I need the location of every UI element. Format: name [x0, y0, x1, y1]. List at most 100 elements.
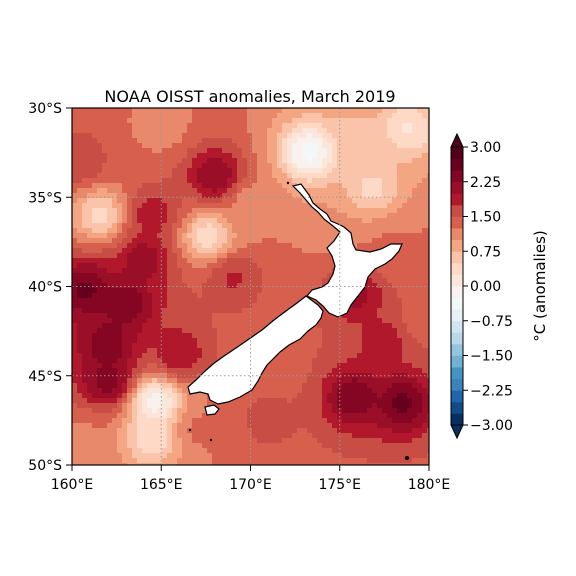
anomaly-cell [262, 278, 268, 284]
anomaly-cell [272, 293, 278, 299]
anomaly-cell [277, 133, 283, 139]
anomaly-cell [232, 163, 238, 169]
anomaly-cell [262, 433, 268, 439]
anomaly-cell [312, 283, 318, 289]
anomaly-cell [392, 168, 398, 174]
anomaly-cell [327, 153, 333, 159]
anomaly-cell [422, 128, 428, 134]
anomaly-cell [357, 353, 363, 359]
anomaly-cell [392, 283, 398, 289]
anomaly-cell [392, 183, 398, 189]
anomaly-cell [377, 383, 383, 389]
anomaly-cell [242, 228, 248, 234]
anomaly-cell [137, 413, 143, 419]
anomaly-cell [427, 223, 429, 229]
anomaly-cell [152, 223, 158, 229]
anomaly-cell [152, 273, 158, 279]
anomaly-cell [322, 348, 328, 354]
anomaly-cell [302, 433, 308, 439]
anomaly-cell [262, 158, 268, 164]
anomaly-cell [237, 143, 243, 149]
anomaly-cell [77, 413, 83, 419]
anomaly-cell [167, 153, 173, 159]
anomaly-cell [87, 398, 93, 404]
anomaly-cell [137, 383, 143, 389]
anomaly-cell [357, 123, 363, 129]
anomaly-cell [182, 333, 188, 339]
anomaly-cell [227, 413, 233, 419]
anomaly-cell [197, 188, 203, 194]
anomaly-cell [252, 273, 258, 279]
anomaly-cell [77, 448, 83, 454]
anomaly-cell [117, 118, 123, 124]
anomaly-cell [287, 173, 293, 179]
anomaly-cell [352, 408, 358, 414]
anomaly-cell [107, 358, 113, 364]
anomaly-cell [362, 113, 368, 119]
anomaly-cell [157, 343, 163, 349]
anomaly-cell [367, 178, 373, 184]
anomaly-cell [267, 308, 273, 314]
anomaly-cell [72, 293, 78, 299]
anomaly-cell [377, 448, 383, 454]
anomaly-cell [412, 323, 418, 329]
anomaly-cell [397, 358, 403, 364]
anomaly-cell [427, 303, 429, 309]
anomaly-cell [167, 253, 173, 259]
anomaly-cell [252, 448, 258, 454]
anomaly-cell [382, 183, 388, 189]
anomaly-cell [227, 288, 233, 294]
anomaly-cell [387, 433, 393, 439]
anomaly-cell [207, 158, 213, 164]
anomaly-cell [117, 178, 123, 184]
anomaly-cell [392, 198, 398, 204]
anomaly-cell [237, 263, 243, 269]
anomaly-cell [92, 133, 98, 139]
anomaly-cell [402, 123, 408, 129]
anomaly-cell [147, 408, 153, 414]
anomaly-cell [397, 208, 403, 214]
anomaly-cell [362, 303, 368, 309]
anomaly-cell [192, 223, 198, 229]
anomaly-cell [87, 148, 93, 154]
anomaly-cell [367, 173, 373, 179]
anomaly-cell [312, 363, 318, 369]
anomaly-cell [392, 218, 398, 224]
anomaly-cell [142, 363, 148, 369]
anomaly-cell [257, 218, 263, 224]
anomaly-cell [182, 388, 188, 394]
anomaly-cell [407, 158, 413, 164]
anomaly-cell [102, 153, 108, 159]
anomaly-cell [272, 258, 278, 264]
anomaly-cell [407, 188, 413, 194]
anomaly-cell [397, 353, 403, 359]
anomaly-cell [422, 323, 428, 329]
anomaly-cell [182, 308, 188, 314]
anomaly-cell [167, 343, 173, 349]
anomaly-cell [257, 418, 263, 424]
anomaly-cell [397, 168, 403, 174]
anomaly-cell [182, 133, 188, 139]
anomaly-cell [297, 173, 303, 179]
anomaly-cell [142, 273, 148, 279]
anomaly-cell [172, 108, 178, 114]
anomaly-cell [222, 178, 228, 184]
anomaly-cell [77, 303, 83, 309]
anomaly-cell [317, 318, 323, 324]
anomaly-cell [152, 388, 158, 394]
anomaly-cell [357, 233, 363, 239]
anomaly-cell [102, 248, 108, 254]
anomaly-cell [422, 203, 428, 209]
anomaly-cell [242, 113, 248, 119]
anomaly-cell [212, 448, 218, 454]
anomaly-cell [322, 158, 328, 164]
anomaly-cell [272, 268, 278, 274]
anomaly-cell [317, 333, 323, 339]
anomaly-cell [157, 113, 163, 119]
anomaly-cell [247, 253, 253, 259]
anomaly-cell [357, 408, 363, 414]
anomaly-cell [77, 123, 83, 129]
anomaly-cell [167, 358, 173, 364]
anomaly-cell [372, 438, 378, 444]
anomaly-cell [282, 438, 288, 444]
